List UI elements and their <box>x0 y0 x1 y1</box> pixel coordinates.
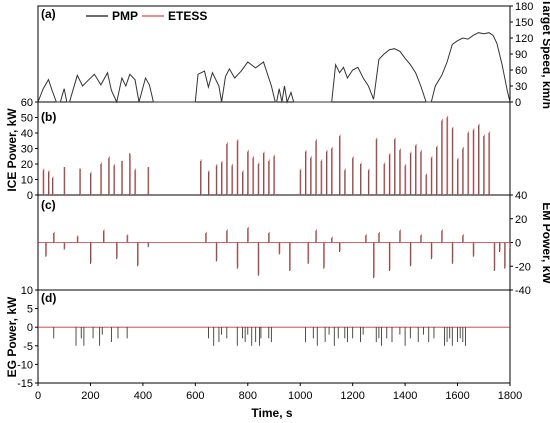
panel-b-label: (b) <box>41 110 56 124</box>
right-y-tick-label-a: 0 <box>515 97 521 109</box>
right-axis-label-c: EM Power, kW <box>540 202 550 284</box>
left-y-tick-label-d: 0 <box>27 322 33 334</box>
right-y-tick-label-a: 150 <box>515 17 533 29</box>
panel-a-label: (a) <box>41 7 56 21</box>
x-tick-label: 0 <box>35 390 41 402</box>
left-y-tick-label-b: 40 <box>21 128 33 140</box>
left-y-tick-label-b: 10 <box>21 175 33 187</box>
legend-label-pmp: PMP <box>112 9 138 23</box>
panel-c-label: (c) <box>41 198 56 212</box>
right-axis-label-a: Target Speed, km/h <box>540 0 550 109</box>
right-y-tick-label-c: 0 <box>515 238 521 250</box>
panel-d-label: (d) <box>41 291 56 305</box>
x-tick-label: 1400 <box>393 390 417 402</box>
left-axis-label-d: EG Power, kW <box>5 296 19 377</box>
x-tick-label: 400 <box>134 390 152 402</box>
right-y-tick-label-c: -40 <box>515 285 531 297</box>
left-y-tick-label-b: 50 <box>21 113 33 125</box>
right-y-tick-label-a: 120 <box>515 33 533 45</box>
right-y-tick-label-c: -20 <box>515 261 531 273</box>
left-y-tick-label-d: -15 <box>17 378 33 390</box>
left-y-tick-label-d: -10 <box>17 359 33 371</box>
left-axis-label-b: ICE Power, kW <box>5 108 19 192</box>
right-y-tick-label-a: 90 <box>515 49 527 61</box>
right-y-tick-label-c: 20 <box>515 214 527 226</box>
line-target-speed-a <box>37 32 511 104</box>
x-tick-label: 800 <box>239 390 257 402</box>
right-y-tick-label-c: 40 <box>515 190 527 202</box>
x-tick-label: 600 <box>186 390 204 402</box>
left-y-tick-label-d: -5 <box>23 341 33 353</box>
x-tick-label: 1800 <box>498 390 522 402</box>
x-tick-label: 1600 <box>445 390 469 402</box>
left-y-tick-label-d: 5 <box>27 304 33 316</box>
left-y-tick-label-b: 30 <box>21 144 33 156</box>
right-y-tick-label-a: 180 <box>515 1 533 13</box>
legend-label-etess: ETESS <box>168 9 207 23</box>
panel-frame-d <box>37 289 511 384</box>
left-y-tick-label-b: 60 <box>21 97 33 109</box>
left-y-tick-label-b: 0 <box>27 190 33 202</box>
x-axis-label: Time, s <box>251 406 292 420</box>
x-tick-label: 200 <box>81 390 99 402</box>
x-tick-label: 1200 <box>340 390 364 402</box>
right-y-tick-label-a: 30 <box>515 81 527 93</box>
plot-layer: 0 200 400 600 800 1000 1200 1400 1600 18000306090… <box>17 1 533 402</box>
x-tick-label: 1000 <box>288 390 312 402</box>
left-y-tick-label-d: 10 <box>21 285 33 297</box>
legend: PMP ETESS <box>86 9 207 23</box>
right-y-tick-label-a: 60 <box>515 65 527 77</box>
left-y-tick-label-b: 20 <box>21 159 33 171</box>
